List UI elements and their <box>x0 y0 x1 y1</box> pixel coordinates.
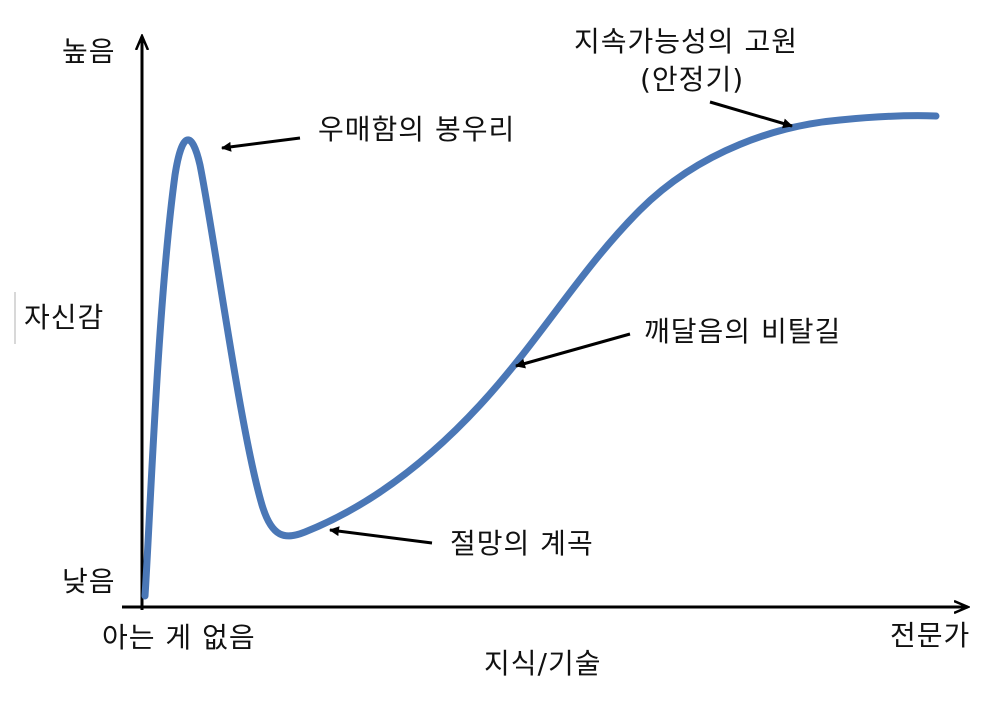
x-axis-end-label: 전문가 <box>890 619 971 652</box>
annotation-valley: 절망의 계곡 <box>450 527 594 560</box>
y-axis-low-label: 낮음 <box>62 565 116 598</box>
annotation-slope: 깨달음의 비탈길 <box>644 315 842 348</box>
arrow-peak <box>221 136 301 152</box>
y-axis-high-label: 높음 <box>62 35 116 68</box>
annotation-peak: 우매함의 봉우리 <box>318 113 516 146</box>
arrow-valley <box>329 526 433 545</box>
y-axis-title: 자신감 <box>24 301 105 334</box>
arrow-plateau <box>709 100 793 129</box>
x-axis-start-label: 아는 게 없음 <box>102 621 256 654</box>
arrow-slope <box>515 332 631 369</box>
left-edge-divider <box>14 292 16 344</box>
annotation-plateau-subtitle: (안정기) <box>640 63 745 96</box>
confidence-curve <box>141 112 940 600</box>
annotation-plateau-title: 지속가능성의 고원 <box>574 25 798 58</box>
x-axis-title: 지식/기술 <box>484 647 602 680</box>
